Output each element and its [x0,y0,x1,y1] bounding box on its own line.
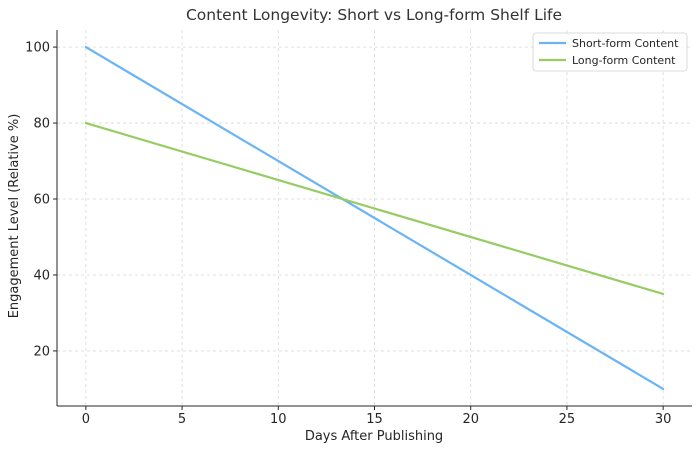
x-tick-label: 5 [178,412,186,427]
y-tick-label: 60 [33,193,50,208]
x-tick-label: 10 [270,412,287,427]
y-tick-label: 100 [25,41,50,56]
legend-label-long-form: Long-form Content [572,54,676,67]
y-axis-title: Engagement Level (Relative %) [7,114,22,319]
legend-box [532,32,688,72]
x-tick-label: 15 [366,412,383,427]
x-tick-label: 25 [559,412,576,427]
x-tick-label: 0 [82,412,90,427]
chart-title: Content Longevity: Short vs Long-form Sh… [186,6,562,24]
legend: Short-form Content Long-form Content [532,32,688,72]
x-axis-title: Days After Publishing [305,429,443,444]
y-tick-label: 80 [33,117,50,132]
y-tick-label: 20 [33,344,50,359]
series-lines [84,45,665,391]
x-tick-label: 20 [462,412,479,427]
x-tick-label: 30 [655,412,672,427]
long-form-line [84,121,665,296]
y-tick-label: 40 [33,268,50,283]
legend-label-short-form: Short-form Content [572,37,679,50]
tick-labels: 0 5 10 15 20 25 30 20 40 60 80 100 [25,41,671,427]
axes [53,30,692,410]
short-form-line [84,45,665,391]
